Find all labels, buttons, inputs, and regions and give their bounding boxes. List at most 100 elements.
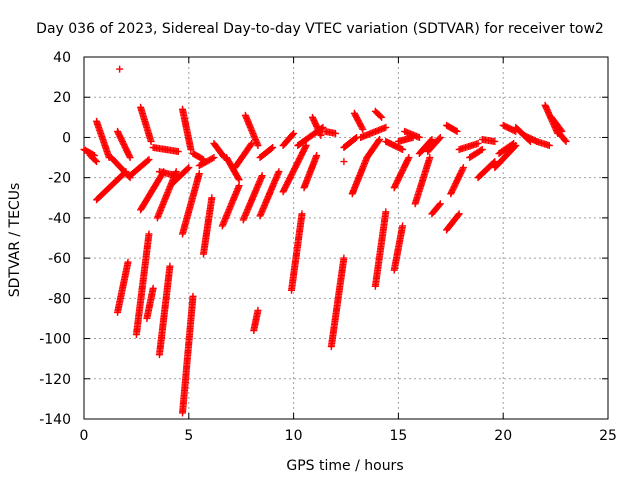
arc-series-arc-43 — [350, 109, 367, 133]
data-point — [358, 124, 366, 132]
arc-series-arc-07 — [114, 258, 132, 316]
data-point — [174, 148, 182, 156]
arc-series-arc-19 — [179, 292, 197, 417]
x-tick-label: 5 — [184, 428, 193, 444]
data-point — [184, 165, 192, 173]
y-tick-label: -20 — [48, 171, 71, 187]
arc-series-arc-51 — [394, 133, 417, 145]
x-axis-title: GPS time / hours — [286, 458, 403, 474]
arc-series-arc-02 — [86, 152, 101, 166]
y-tick-label: -120 — [39, 372, 71, 388]
data-point — [254, 306, 262, 314]
y-tick-label: -80 — [48, 291, 71, 307]
data-point — [477, 146, 485, 154]
data-point — [145, 230, 153, 238]
data-point — [317, 131, 325, 139]
data-point — [545, 141, 553, 149]
arc-series-arc-65 — [495, 139, 518, 158]
arc-series-arc-40 — [327, 254, 348, 351]
arc-series-arc-57 — [443, 121, 461, 135]
data-point — [561, 136, 569, 144]
arc-series-arc-21 — [189, 150, 207, 164]
outlier-points — [116, 65, 348, 166]
x-tick-label: 0 — [80, 428, 89, 444]
data-point — [426, 154, 434, 162]
arc-series-arc-72 — [554, 127, 570, 145]
data-point — [185, 164, 193, 172]
arc-series-arc-46 — [371, 208, 390, 290]
arc-series-arc-71 — [547, 113, 566, 135]
plot-frame — [83, 56, 609, 420]
arc-series-arc-37 — [300, 152, 321, 192]
data-point — [258, 172, 266, 180]
data-point — [491, 137, 499, 145]
arc-series-arc-08 — [126, 156, 153, 180]
arc-series-arc-06 — [114, 127, 134, 162]
data-point — [275, 168, 283, 176]
arc-series-arc-25 — [218, 182, 243, 230]
arc-series-arc-13 — [149, 144, 182, 156]
data-point — [149, 284, 157, 292]
data-point — [382, 208, 390, 216]
axis-ticks — [83, 56, 609, 420]
data-point — [187, 146, 195, 154]
arc-series-arc-03 — [93, 117, 113, 162]
data-point — [428, 135, 436, 143]
arc-series-arc-32 — [256, 144, 277, 162]
arc-series-arc-18 — [179, 170, 203, 238]
arc-series-arc-39 — [321, 127, 340, 137]
arc-series-arc-28 — [239, 172, 266, 224]
data-point — [289, 131, 297, 139]
y-tick-label: 0 — [62, 130, 71, 146]
data-point — [124, 258, 132, 266]
arc-series-arc-17 — [168, 164, 193, 188]
data-point — [452, 127, 460, 135]
data-point — [208, 194, 216, 202]
data-point — [340, 158, 348, 166]
data-point — [435, 201, 443, 209]
arc-series-arc-61 — [466, 146, 486, 162]
data-point — [351, 134, 359, 142]
arc-series-arc-12 — [143, 284, 157, 322]
arc-series-arc-49 — [390, 222, 407, 274]
chart-title: Day 036 of 2023, Sidereal Day-to-day VTE… — [36, 21, 604, 37]
arc-series-arc-35 — [288, 210, 306, 294]
data-point — [436, 200, 444, 208]
arc-series-arc-10 — [137, 168, 168, 214]
data-points — [80, 65, 570, 417]
arc-series-arc-29 — [241, 111, 262, 149]
y-tick-label: -60 — [48, 251, 71, 267]
arc-series-arc-69 — [533, 137, 553, 149]
data-point — [269, 144, 277, 151]
x-tick-label: 15 — [389, 428, 407, 444]
arc-series-arc-23 — [199, 194, 216, 258]
arc-series-arc-26 — [223, 154, 243, 184]
data-point — [454, 211, 462, 219]
x-tick-label: 20 — [494, 428, 512, 444]
arc-series-arc-38 — [308, 113, 325, 139]
arc-series-arc-41 — [340, 133, 360, 151]
data-point — [91, 156, 99, 164]
arc-series-arc-36 — [294, 123, 327, 149]
data-point — [455, 210, 463, 218]
arc-series-arc-53 — [411, 154, 434, 208]
data-point — [126, 154, 134, 162]
y-tick-label: -140 — [39, 412, 71, 428]
arc-series-arc-45 — [363, 135, 384, 162]
data-point — [435, 135, 443, 143]
y-tick-label: -40 — [48, 211, 71, 227]
arc-series-arc-27 — [231, 139, 256, 172]
data-point — [405, 154, 413, 162]
y-tick-label: 20 — [53, 90, 71, 106]
x-tick-label: 25 — [599, 428, 617, 444]
data-point — [93, 158, 101, 166]
arc-series-arc-11 — [137, 103, 155, 145]
data-point — [219, 152, 227, 160]
data-point — [235, 182, 243, 190]
arc-series-arc-48 — [382, 137, 407, 154]
arc-series-arc-55 — [424, 133, 444, 156]
arc-series-arc-30 — [250, 306, 262, 335]
data-point — [208, 154, 216, 162]
grid-lines — [84, 57, 608, 419]
